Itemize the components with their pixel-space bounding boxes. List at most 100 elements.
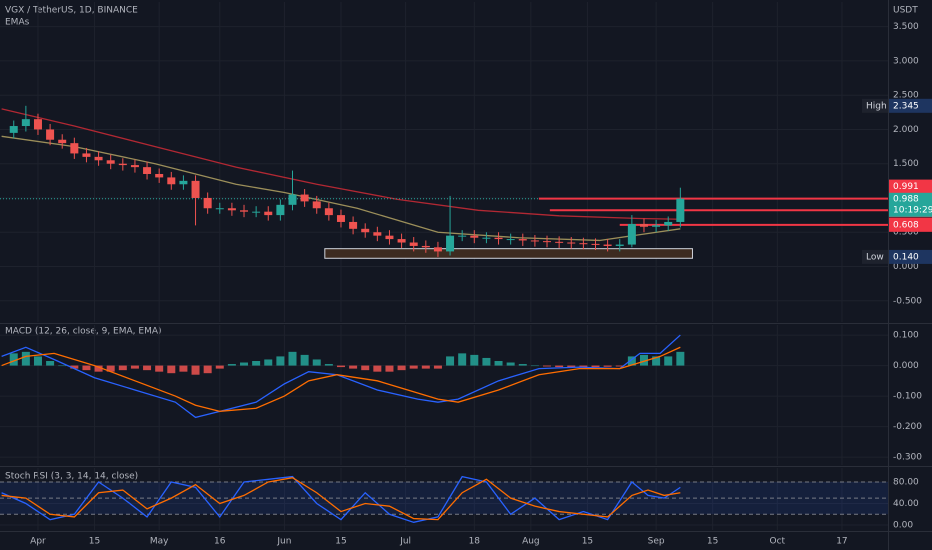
price-line-label-bg	[889, 179, 932, 194]
histogram-bar	[373, 365, 382, 372]
candle-body	[639, 224, 648, 227]
candle-body	[664, 221, 673, 226]
indicator-name: EMAs	[5, 18, 30, 28]
histogram-bar	[9, 353, 18, 366]
histogram-bar	[227, 364, 236, 366]
histogram-bar	[94, 365, 103, 372]
histogram-bar	[252, 360, 261, 366]
candle-body	[397, 239, 406, 243]
x-tick-label: 18	[469, 537, 481, 547]
candle-body	[9, 126, 18, 133]
y-tick-label: -0.300	[893, 453, 922, 463]
candle-body	[567, 242, 576, 244]
candle-body	[300, 194, 309, 202]
histogram-bar	[143, 365, 152, 371]
candle-body	[421, 245, 430, 248]
candle-body	[82, 153, 91, 157]
y-tick-label: 2.000	[893, 125, 919, 135]
y-tick-label: -0.200	[893, 422, 922, 432]
histogram-bar	[567, 365, 576, 368]
histogram-bar	[46, 360, 55, 366]
x-tick-label: Jun	[276, 537, 291, 547]
candle-body	[33, 119, 42, 130]
candle-body	[155, 173, 164, 178]
candle-body	[433, 247, 442, 252]
histogram-bar	[349, 365, 358, 369]
histogram-bar	[82, 365, 91, 371]
x-tick-label: 15	[582, 537, 593, 547]
x-tick-label: Oct	[770, 537, 786, 547]
candle-body	[543, 241, 552, 243]
x-tick-label: Apr	[30, 537, 46, 547]
histogram-bar	[518, 364, 527, 366]
candle-body	[130, 165, 139, 168]
extreme-name: High	[866, 101, 887, 111]
candle-body	[603, 244, 612, 246]
histogram-bar	[361, 365, 370, 371]
candle-body	[179, 180, 188, 185]
y-tick-label: 2.500	[893, 91, 919, 101]
y-tick-label: 3.500	[893, 22, 919, 32]
indicator-line	[1, 475, 681, 523]
y-tick-label: 3.000	[893, 56, 919, 66]
candle-body	[106, 160, 115, 164]
x-tick-label: 15	[707, 537, 718, 547]
histogram-bar	[288, 351, 297, 366]
candle-body	[288, 194, 297, 205]
candle-body	[118, 163, 127, 166]
candle-body	[361, 228, 370, 233]
histogram-bar	[591, 365, 600, 368]
price-line-label: 0.608	[893, 220, 919, 230]
y-tick-label: 0.100	[893, 331, 919, 341]
candle-body	[373, 232, 382, 236]
histogram-bar	[446, 356, 455, 366]
candle-body	[506, 239, 515, 241]
candle-body	[312, 201, 321, 209]
candle-body	[518, 239, 527, 241]
x-tick-label: 17	[836, 537, 847, 547]
extreme-value-bg	[889, 98, 932, 113]
y-tick-label: -0.100	[893, 392, 922, 402]
indicator-title: Stoch RSI (3, 3, 14, 14, close)	[5, 472, 138, 482]
extreme-value: 0.140	[893, 252, 919, 262]
histogram-bar	[458, 353, 467, 366]
y-tick-label: 80.00	[893, 477, 919, 487]
histogram-bar	[543, 365, 552, 367]
histogram-bar	[70, 365, 79, 369]
extreme-value-bg	[889, 249, 932, 264]
histogram-bar	[312, 359, 321, 366]
x-tick-label: Aug	[522, 537, 540, 547]
candle-body	[385, 235, 394, 240]
histogram-bar	[615, 365, 624, 367]
histogram-bar	[433, 365, 442, 369]
price-line-label-bg	[889, 217, 932, 232]
histogram-bar	[191, 365, 200, 375]
candle-body	[591, 243, 600, 245]
candle-body	[482, 237, 491, 239]
x-tick-label: 16	[214, 537, 226, 547]
x-tick-label: May	[150, 537, 169, 547]
extreme-value: 2.345	[893, 101, 919, 111]
candle-body	[336, 215, 345, 222]
countdown-label: 10:19:29	[893, 205, 932, 215]
candle-body	[530, 240, 539, 242]
candle-body	[349, 221, 358, 229]
extreme-name: Low	[866, 252, 884, 262]
histogram-bar	[397, 365, 406, 371]
histogram-bar	[179, 365, 188, 372]
candle-body	[458, 235, 467, 237]
candle-body	[324, 208, 333, 216]
candle-body	[252, 211, 261, 213]
extreme-label-bg	[862, 98, 888, 113]
axis-unit: USDT	[893, 6, 918, 16]
price-line-label: 0.991	[893, 182, 919, 192]
candle-body	[409, 242, 418, 246]
candle-body	[615, 244, 624, 246]
histogram-bar	[106, 365, 115, 372]
histogram-bar	[482, 357, 491, 366]
histogram-bar	[215, 365, 224, 369]
histogram-bar	[421, 365, 430, 369]
candle-body	[94, 156, 103, 161]
indicator-line	[1, 476, 681, 521]
